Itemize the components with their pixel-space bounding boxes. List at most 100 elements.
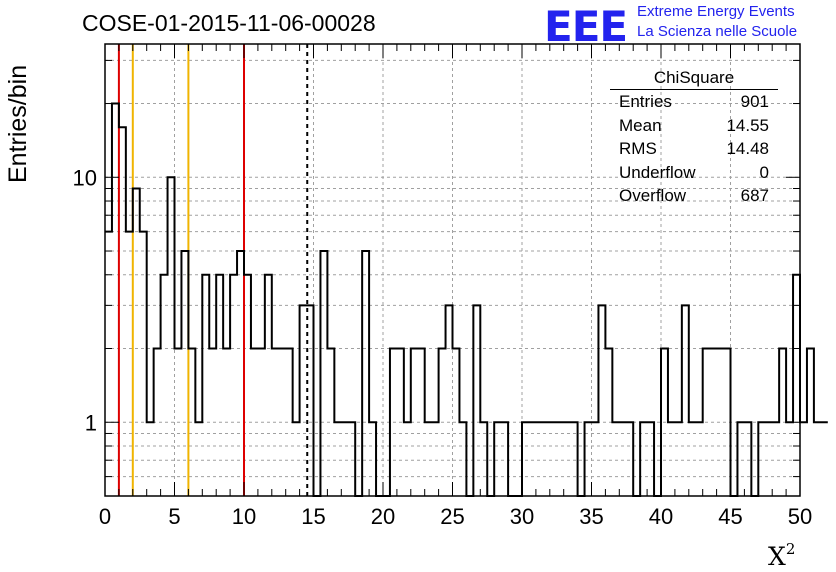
x-tick-label: 45 [718, 504, 742, 529]
y-tick-label: 10 [73, 165, 97, 190]
histogram-bin [195, 422, 202, 496]
histogram-bin [710, 349, 717, 496]
eee-logo: EEE [544, 2, 628, 51]
histogram-bin [612, 422, 619, 496]
x-tick-label: 25 [440, 504, 464, 529]
histogram-bin [668, 422, 675, 496]
histogram-bin [564, 422, 571, 496]
histogram-bin [418, 349, 425, 496]
stats-row-rms: RMS 14.48 [610, 137, 778, 161]
histogram-bin [320, 251, 327, 496]
histogram-bin [647, 422, 654, 496]
histogram-bin [724, 349, 731, 496]
stats-value: 687 [740, 186, 769, 205]
histogram-bin [251, 349, 258, 496]
histogram-series [105, 102, 828, 497]
histogram-bin [390, 349, 397, 496]
histogram-bin [446, 305, 453, 496]
x-tick-label: 10 [232, 504, 256, 529]
x-axis-label-symbol: X [768, 542, 786, 571]
stats-label: Underflow [619, 162, 696, 182]
histogram-bin [522, 422, 529, 496]
stats-label: Entries [619, 92, 672, 111]
histogram-bin [105, 232, 112, 496]
histogram-bin [598, 305, 605, 496]
stats-value: 14.48 [726, 139, 769, 158]
x-tick-label: 20 [371, 504, 395, 529]
histogram-bin [543, 422, 550, 496]
logo-text-line1: Extreme Energy Events [637, 3, 795, 20]
histogram-bin [453, 349, 460, 496]
histogram-bin [737, 422, 744, 496]
histogram-bin [459, 422, 466, 496]
histogram-bin [258, 349, 265, 496]
histogram-bin [154, 349, 161, 496]
histogram-bin [223, 349, 230, 496]
histogram-bin [494, 422, 501, 496]
histogram-bin [821, 422, 828, 496]
histogram-bin [592, 422, 599, 496]
histogram-bin [703, 349, 710, 496]
histogram-bin [307, 305, 314, 496]
histogram-bin [640, 422, 647, 496]
histogram-bin [237, 251, 244, 496]
histogram-bin [293, 422, 300, 496]
stats-row-overflow: Overflow 687 [610, 184, 778, 208]
stats-row-underflow: Underflow 0 [610, 161, 778, 185]
histogram-bin [286, 349, 293, 496]
histogram-bin [362, 251, 369, 496]
stats-value: 901 [740, 92, 769, 111]
histogram-bin [175, 349, 182, 496]
histogram-bin [814, 422, 821, 496]
stats-label: Mean [619, 115, 662, 135]
histogram-bin [529, 422, 536, 496]
histogram-bin [744, 422, 751, 496]
histogram-bin [765, 422, 772, 496]
histogram-bin [682, 305, 689, 496]
histogram-bin [807, 349, 814, 496]
x-tick-label: 5 [168, 504, 180, 529]
histogram-bin [126, 232, 133, 496]
histogram-bin [425, 422, 432, 496]
x-tick-label: 0 [99, 504, 111, 529]
histogram-bin [550, 422, 557, 496]
stats-title: ChiSquare [610, 67, 778, 90]
stats-row-entries: Entries 901 [610, 90, 778, 114]
histogram-bin [244, 275, 251, 496]
histogram-bin [793, 275, 800, 496]
stats-value: 0 [759, 162, 769, 182]
histogram-bin [209, 349, 216, 496]
histogram-bin [661, 349, 668, 496]
x-axis-label: X2 [768, 540, 795, 571]
stats-row-mean: Mean 14.55 [610, 114, 778, 138]
histogram-bin [230, 275, 237, 496]
histogram-bin [147, 422, 154, 496]
histogram-bin [772, 422, 779, 496]
stats-box: ChiSquare Entries 901 Mean 14.55 RMS 14.… [610, 67, 778, 208]
histogram-bin [411, 349, 418, 496]
histogram-bin [188, 349, 195, 496]
histogram-bin [112, 104, 119, 496]
histogram-bin [473, 305, 480, 496]
x-axis-label-superscript: 2 [785, 540, 796, 558]
histogram-bin [404, 422, 411, 496]
histogram-bin [779, 349, 786, 496]
histogram-bin [341, 422, 348, 496]
histogram-bin [800, 422, 807, 496]
histogram-bin [279, 349, 286, 496]
histogram-bin [439, 349, 446, 496]
histogram-bin [181, 251, 188, 496]
histogram-bin [571, 422, 578, 496]
histogram-bin [675, 422, 682, 496]
histogram-bin [626, 422, 633, 496]
histogram-bin [334, 422, 341, 496]
histogram-bin [397, 349, 404, 496]
histogram-bin [272, 349, 279, 496]
logo-text-line2: La Scienza nelle Scuole [637, 23, 798, 40]
stats-label: Overflow [619, 186, 687, 205]
x-tick-label: 35 [579, 504, 603, 529]
histogram-bin [348, 422, 355, 496]
x-tick-label: 30 [510, 504, 534, 529]
y-axis-label: Entries/bin [4, 64, 32, 183]
histogram-bin [432, 422, 439, 496]
